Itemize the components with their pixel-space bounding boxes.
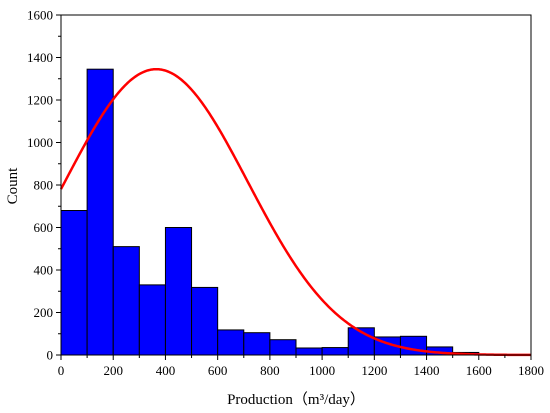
x-tick-label-1: 200 [103,363,123,378]
histogram-bar-13 [399,335,428,356]
y-tick-label-8: 1600 [27,8,53,23]
x-tick-label-2: 400 [156,363,176,378]
x-tick-label-9: 1800 [518,363,544,378]
histogram-bar-3 [138,284,166,356]
x-axis-ticks: 0 200 400 600 800 1000 1200 1400 1600 1800 [58,355,544,378]
x-axis-title: Production（m³/day） [227,391,365,408]
y-tick-label-7: 1400 [27,50,53,65]
histogram-bar-9 [295,347,323,356]
x-tick-label-6: 1200 [361,363,387,378]
normal-fit-curve [59,67,532,357]
histogram-bar-0 [60,210,88,356]
y-tick-label-4: 800 [34,178,54,193]
y-tick-label-6: 1200 [27,93,53,108]
y-axis-ticks: 0 200 400 600 800 1000 1200 1400 1600 [27,8,61,363]
bars-group [60,68,532,356]
y-tick-label-3: 600 [34,220,54,235]
x-tick-label-4: 800 [260,363,280,378]
x-tick-label-0: 0 [58,363,65,378]
histogram-bar-1 [86,68,114,356]
y-axis-title: Count [5,167,21,205]
y-tick-label-2: 400 [34,263,54,278]
x-tick-label-7: 1400 [414,363,440,378]
histogram-bar-8 [269,339,297,356]
y-tick-label-5: 1000 [27,135,53,150]
x-tick-label-3: 600 [208,363,228,378]
histogram-bar-7 [243,332,271,356]
histogram-bar-2 [112,246,140,356]
y-tick-label-0: 0 [47,348,54,363]
histogram-bar-5 [191,286,219,356]
y-tick-label-1: 200 [34,305,54,320]
histogram-bar-4 [164,227,193,356]
x-tick-label-5: 1000 [309,363,335,378]
histogram-bar-10 [321,347,349,356]
x-tick-label-8: 1600 [466,363,492,378]
histogram-bar-6 [217,329,245,356]
